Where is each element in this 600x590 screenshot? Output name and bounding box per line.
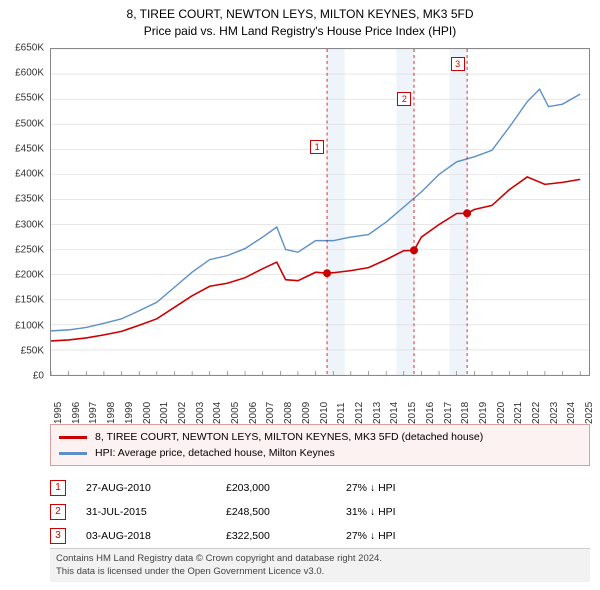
legend-and-sales: 8, TIREE COURT, NEWTON LEYS, MILTON KEYN… [50,424,590,548]
x-tick-label: 2020 [496,402,507,424]
footnote: Contains HM Land Registry data © Crown c… [50,548,590,582]
y-axis-labels: £0£50K£100K£150K£200K£250K£300K£350K£400… [0,48,48,376]
title-line1: 8, TIREE COURT, NEWTON LEYS, MILTON KEYN… [0,6,600,23]
x-tick-label: 2022 [531,402,542,424]
sale-marker-1: 1 [310,140,324,154]
sale-diff: 27% ↓ HPI [346,530,466,542]
y-tick-label: £50K [21,345,44,356]
sale-date: 03-AUG-2018 [86,530,226,542]
x-tick-label: 2009 [301,402,312,424]
x-tick-label: 2000 [142,402,153,424]
sale-number-badge: 3 [50,528,66,544]
x-tick-label: 2017 [443,402,454,424]
legend-swatch [59,436,87,439]
y-tick-label: £300K [15,219,44,230]
sale-marker-2: 2 [397,92,411,106]
x-tick-label: 1995 [53,402,64,424]
sales-table: 127-AUG-2010£203,00027% ↓ HPI231-JUL-201… [50,476,590,548]
y-tick-label: £0 [33,371,44,382]
x-tick-label: 1997 [88,402,99,424]
x-axis-labels: 1995 1996 1997 1998 1999 2000 2001 2002 2003 2004… [50,376,590,426]
chart-container: 8, TIREE COURT, NEWTON LEYS, MILTON KEYN… [0,0,600,590]
x-tick-label: 2024 [566,402,577,424]
sale-date: 31-JUL-2015 [86,506,226,518]
x-tick-label: 2011 [336,402,347,424]
x-tick-label: 2006 [248,402,259,424]
x-tick-label: 2015 [407,402,418,424]
x-tick-label: 2023 [549,402,560,424]
x-tick-label: 2008 [283,402,294,424]
x-tick-label: 1999 [124,402,135,424]
sale-price: £322,500 [226,530,346,542]
x-tick-label: 2012 [354,402,365,424]
sales-row: 1 27-AUG-2010£203,00027% ↓ HPI [50,476,590,500]
y-tick-label: £400K [15,169,44,180]
x-tick-label: 2025 [584,402,595,424]
x-tick-label: 2007 [265,402,276,424]
legend-row: 8, TIREE COURT, NEWTON LEYS, MILTON KEYN… [59,429,581,445]
title-block: 8, TIREE COURT, NEWTON LEYS, MILTON KEYN… [0,0,600,40]
y-tick-label: £650K [15,43,44,54]
sales-row: 3 03-AUG-2018£322,50027% ↓ HPI [50,524,590,548]
x-tick-label: 1996 [71,402,82,424]
x-tick-label: 2021 [513,402,524,424]
legend-swatch [59,452,87,455]
footnote-line2: This data is licensed under the Open Gov… [56,566,584,578]
sale-price: £248,500 [226,506,346,518]
y-tick-label: £600K [15,68,44,79]
y-tick-label: £100K [15,320,44,331]
x-tick-label: 2018 [460,402,471,424]
y-tick-label: £150K [15,295,44,306]
sale-date: 27-AUG-2010 [86,482,226,494]
legend-row: HPI: Average price, detached house, Milt… [59,445,581,461]
legend-text: HPI: Average price, detached house, Milt… [95,447,335,459]
sale-diff: 27% ↓ HPI [346,482,466,494]
y-tick-label: £250K [15,244,44,255]
x-tick-label: 1998 [106,402,117,424]
x-tick-label: 2016 [425,402,436,424]
x-tick-label: 2004 [212,402,223,424]
sale-price: £203,000 [226,482,346,494]
footnote-line1: Contains HM Land Registry data © Crown c… [56,553,584,565]
y-tick-label: £200K [15,270,44,281]
x-tick-label: 2002 [177,402,188,424]
y-tick-label: £500K [15,118,44,129]
x-tick-label: 2013 [372,402,383,424]
x-tick-label: 2003 [195,402,206,424]
legend-box: 8, TIREE COURT, NEWTON LEYS, MILTON KEYN… [50,424,590,466]
x-tick-label: 2010 [319,402,330,424]
sale-diff: 31% ↓ HPI [346,506,466,518]
y-tick-label: £350K [15,194,44,205]
x-tick-label: 2001 [159,402,170,424]
legend-text: 8, TIREE COURT, NEWTON LEYS, MILTON KEYN… [95,431,483,443]
y-tick-label: £450K [15,143,44,154]
sale-number-badge: 1 [50,480,66,496]
chart-plot-area: 1 2 3 [50,48,590,376]
x-tick-label: 2005 [230,402,241,424]
x-tick-label: 2019 [478,402,489,424]
y-tick-label: £550K [15,93,44,104]
sales-row: 2 31-JUL-2015£248,50031% ↓ HPI [50,500,590,524]
title-line2: Price paid vs. HM Land Registry's House … [0,23,600,40]
x-tick-label: 2014 [389,402,400,424]
sale-number-badge: 2 [50,504,66,520]
sale-marker-3: 3 [451,57,465,71]
